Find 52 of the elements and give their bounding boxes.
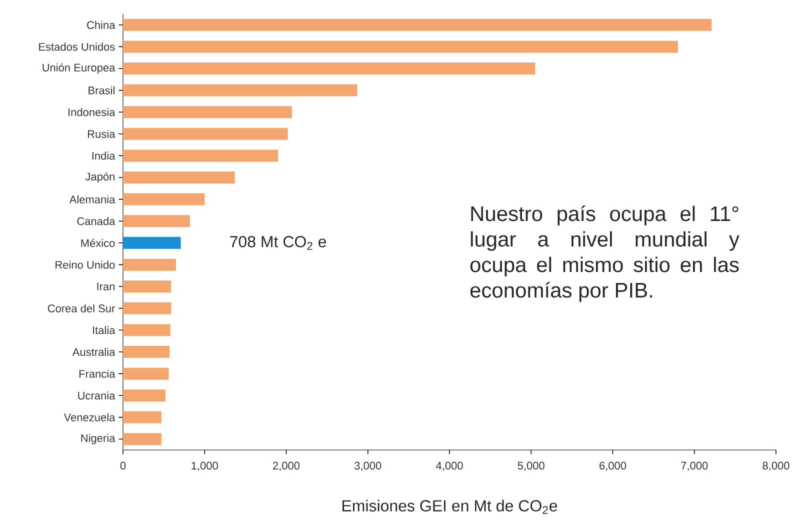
y-tick-label: Francia — [79, 370, 116, 378]
bar — [123, 106, 292, 118]
bar — [123, 368, 169, 380]
y-tick-label: Ucrania — [78, 391, 116, 400]
bar — [123, 128, 288, 140]
y-tick-label: Corea del Sur — [48, 304, 116, 312]
bar — [123, 346, 170, 358]
bar — [123, 433, 162, 446]
y-tick-label: Alemania — [69, 195, 116, 204]
y-tick-label: China — [87, 20, 116, 29]
y-tick-label: Japón — [85, 172, 114, 183]
x-tick-label: 1,000 — [192, 462, 218, 471]
bar — [123, 280, 172, 292]
annotation: Nuestro país ocupa el 11° lugar a nivel mundial y ocupa el mismo sitio en las economías por PIB. — [470, 206, 740, 302]
y-tick-label: Canada — [77, 217, 116, 226]
y-tick-label: México — [81, 238, 115, 247]
bar — [123, 411, 162, 424]
bar — [123, 171, 235, 184]
bar — [123, 258, 176, 271]
y-tick-label: Australia — [72, 348, 116, 356]
x-axis-title: Emisiones GEI en Mt de CO$_{2}$e — [342, 500, 558, 514]
bar — [123, 389, 166, 402]
bar — [123, 84, 358, 96]
y-tick-label: Venezuela — [64, 413, 116, 422]
data-label: 708 Mt CO$_{2}$ e — [230, 236, 326, 250]
bar — [123, 236, 181, 249]
y-tick-label: Reino Unido — [56, 260, 115, 269]
x-tick-label: 6,000 — [600, 462, 626, 471]
x-tick-label: 3,000 — [354, 462, 382, 471]
y-tick-label: Indonesia — [68, 108, 116, 116]
y-tick-label: Estados Unidos — [39, 42, 115, 51]
bar — [123, 62, 536, 74]
bar — [123, 150, 278, 162]
bar — [123, 215, 190, 228]
x-tick-label: 0 — [120, 462, 126, 470]
bar — [123, 40, 678, 53]
x-tick-label: 4,000 — [436, 462, 463, 471]
bar — [123, 193, 205, 206]
bar — [123, 324, 170, 336]
x-tick-label: 2,000 — [273, 462, 300, 471]
y-tick-label: Italia — [92, 326, 116, 334]
bar — [123, 302, 172, 314]
y-tick-label: Rusia — [88, 130, 116, 138]
y-tick-label: India — [92, 152, 116, 160]
y-tick-label: Iran — [97, 282, 114, 290]
x-tick-label: 7,000 — [681, 462, 708, 471]
bar — [123, 18, 712, 31]
x-tick-label: 8,000 — [762, 462, 790, 471]
y-tick-label: Unión Europea — [42, 63, 116, 74]
x-tick-label: 5,000 — [518, 462, 544, 471]
y-tick-label: Brasil — [88, 86, 114, 94]
y-tick-label: Nigeria — [81, 434, 116, 444]
